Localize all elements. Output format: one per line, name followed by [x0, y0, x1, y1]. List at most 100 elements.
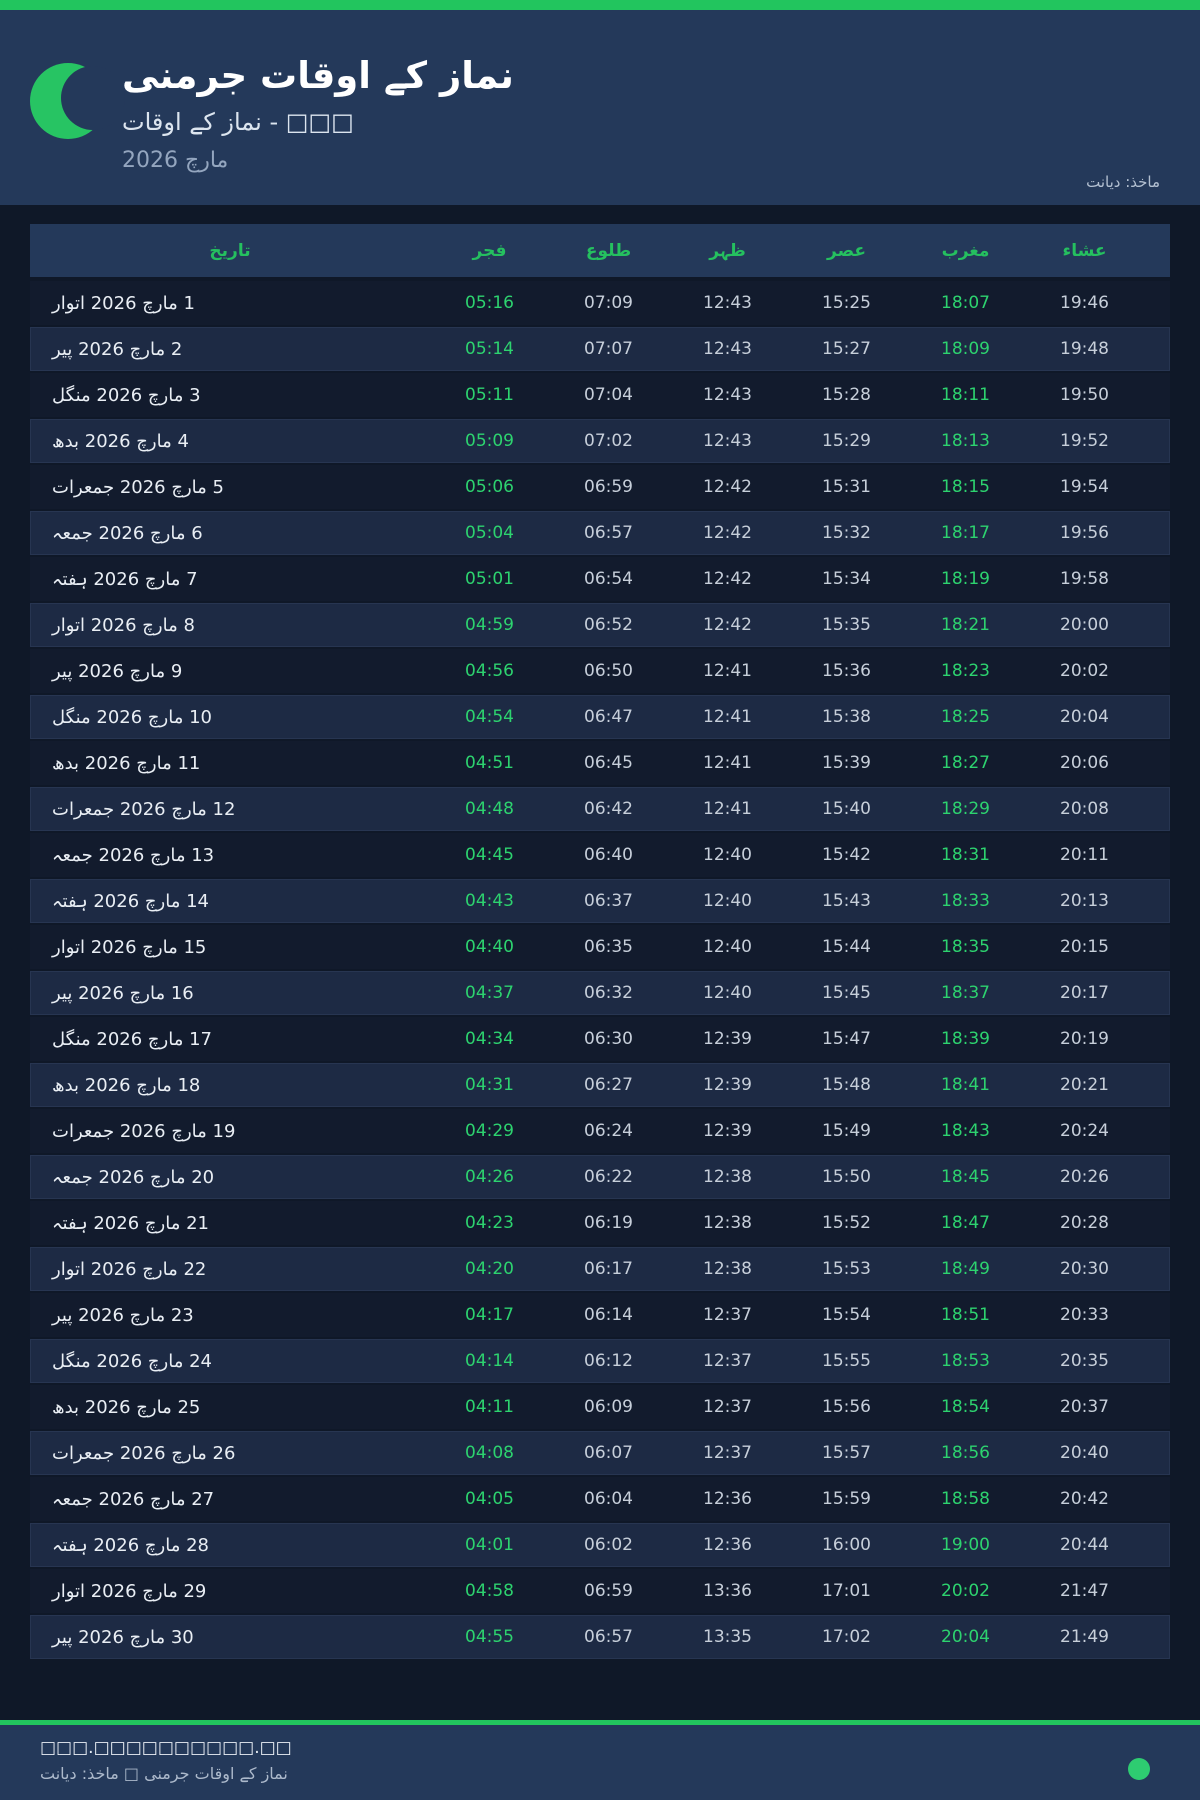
time-cell-sunrise: 06:47 [584, 707, 633, 727]
time-cell-asr: 15:53 [822, 1259, 871, 1279]
time-cell-isha: 19:58 [1060, 569, 1109, 589]
time-cell-maghrib: 18:27 [941, 753, 990, 773]
time-cell-maghrib: 18:54 [941, 1397, 990, 1417]
date-cell: 17 مارچ 2026 منگل [52, 1028, 212, 1050]
time-cell-sunrise: 06:19 [584, 1213, 633, 1233]
time-cell-sunrise: 06:50 [584, 661, 633, 681]
time-cell-maghrib: 18:41 [941, 1075, 990, 1095]
time-cell-fajr: 04:48 [465, 799, 514, 819]
time-cell-asr: 15:28 [822, 385, 871, 405]
time-cell-maghrib: 18:37 [941, 983, 990, 1003]
time-cell-maghrib: 18:43 [941, 1121, 990, 1141]
time-cell-maghrib: 18:29 [941, 799, 990, 819]
table-row: 23 مارچ 2026 پیر 04:17 06:14 12:37 15:54 18:5… [30, 1293, 1170, 1337]
time-cell-sunrise: 06:17 [584, 1259, 633, 1279]
page-footer: □□□.□□□□□□□□□□.□□ نماز کے اوقات جرمنی □ … [0, 1720, 1200, 1800]
time-cell-zuhr: 12:41 [703, 799, 752, 819]
time-cell-sunrise: 06:04 [584, 1489, 633, 1509]
time-cell-isha: 19:48 [1060, 339, 1109, 359]
time-cell-zuhr: 12:36 [703, 1535, 752, 1555]
time-cell-isha: 20:42 [1060, 1489, 1109, 1509]
table-row: 9 مارچ 2026 پیر 04:56 06:50 12:41 15:36 18:23… [30, 649, 1170, 693]
table-row: 4 مارچ 2026 بدھ 05:09 07:02 12:43 15:29 18:13… [30, 419, 1170, 463]
time-cell-asr: 16:00 [822, 1535, 871, 1555]
time-cell-zuhr: 13:36 [703, 1581, 752, 1601]
time-cell-zuhr: 12:37 [703, 1305, 752, 1325]
time-cell-fajr: 04:29 [465, 1121, 514, 1141]
column-header-asr: عصر [827, 240, 866, 261]
time-cell-zuhr: 12:40 [703, 891, 752, 911]
time-cell-maghrib: 20:04 [941, 1627, 990, 1647]
table-row: 20 مارچ 2026 جمعہ 04:26 06:22 12:38 15:50 18:… [30, 1155, 1170, 1199]
time-cell-fajr: 05:04 [465, 523, 514, 543]
table-row: 15 مارچ 2026 اتوار 04:40 06:35 12:40 15:44 18… [30, 925, 1170, 969]
time-cell-zuhr: 12:43 [703, 431, 752, 451]
date-cell: 6 مارچ 2026 جمعہ [52, 522, 203, 544]
time-cell-asr: 17:01 [822, 1581, 871, 1601]
time-cell-zuhr: 12:38 [703, 1213, 752, 1233]
time-cell-zuhr: 12:40 [703, 937, 752, 957]
column-header-fajr: فجر [472, 240, 507, 261]
time-cell-zuhr: 12:39 [703, 1029, 752, 1049]
time-cell-maghrib: 18:39 [941, 1029, 990, 1049]
time-cell-sunrise: 06:40 [584, 845, 633, 865]
time-cell-asr: 15:32 [822, 523, 871, 543]
time-cell-fajr: 04:59 [465, 615, 514, 635]
time-cell-sunrise: 06:02 [584, 1535, 633, 1555]
time-cell-zuhr: 12:42 [703, 615, 752, 635]
date-cell: 10 مارچ 2026 منگل [52, 706, 212, 728]
time-cell-asr: 15:45 [822, 983, 871, 1003]
source-label: ماخذ: دیانت [1086, 173, 1160, 191]
time-cell-maghrib: 18:33 [941, 891, 990, 911]
time-cell-asr: 15:35 [822, 615, 871, 635]
header-text-block: نماز کے اوقات جرمنی □□□ - نماز کے اوقات … [122, 54, 514, 173]
time-cell-sunrise: 06:59 [584, 1581, 633, 1601]
time-cell-maghrib: 18:31 [941, 845, 990, 865]
date-cell: 2 مارچ 2026 پیر [52, 338, 183, 360]
time-cell-sunrise: 06:30 [584, 1029, 633, 1049]
time-cell-maghrib: 18:58 [941, 1489, 990, 1509]
table-row: 26 مارچ 2026 جمعرات 04:08 06:07 12:37 15:57 1… [30, 1431, 1170, 1475]
time-cell-asr: 15:39 [822, 753, 871, 773]
time-cell-sunrise: 07:04 [584, 385, 633, 405]
time-cell-sunrise: 06:37 [584, 891, 633, 911]
time-cell-zuhr: 12:42 [703, 569, 752, 589]
time-cell-fajr: 04:11 [465, 1397, 514, 1417]
time-cell-fajr: 04:01 [465, 1535, 514, 1555]
green-dot-icon [1128, 1758, 1150, 1780]
time-cell-sunrise: 06:35 [584, 937, 633, 957]
date-cell: 22 مارچ 2026 اتوار [52, 1258, 207, 1280]
time-cell-sunrise: 07:02 [584, 431, 633, 451]
footer-caption: نماز کے اوقات جرمنی □ ماخذ: دیانت [40, 1764, 288, 1783]
column-header-zuhr: ظہر [709, 241, 746, 261]
time-cell-asr: 15:25 [822, 293, 871, 313]
time-cell-sunrise: 06:57 [584, 1627, 633, 1647]
table-row: 19 مارچ 2026 جمعرات 04:29 06:24 12:39 15:49 1… [30, 1109, 1170, 1153]
column-header-sunrise: طلوع [585, 240, 632, 261]
time-cell-asr: 15:54 [822, 1305, 871, 1325]
time-cell-asr: 15:36 [822, 661, 871, 681]
time-cell-maghrib: 18:56 [941, 1443, 990, 1463]
time-cell-sunrise: 06:12 [584, 1351, 633, 1371]
time-cell-zuhr: 12:40 [703, 845, 752, 865]
time-cell-asr: 15:57 [822, 1443, 871, 1463]
top-accent-bar [0, 0, 1200, 10]
date-cell: 28 مارچ 2026 ہفتہ [52, 1534, 209, 1556]
time-cell-isha: 20:21 [1060, 1075, 1109, 1095]
time-cell-zuhr: 12:41 [703, 707, 752, 727]
time-cell-isha: 20:11 [1060, 845, 1109, 865]
time-cell-fajr: 04:54 [465, 707, 514, 727]
table-header-row: تاریخ فجر طلوع ظہر عصر مغرب عشاء [30, 224, 1170, 277]
time-cell-asr: 15:27 [822, 339, 871, 359]
time-cell-maghrib: 18:17 [941, 523, 990, 543]
table-body: 1 مارچ 2026 اتوار 05:16 07:09 12:43 15:25 18:… [30, 281, 1170, 1659]
column-header-maghrib: مغرب [941, 240, 990, 261]
time-cell-isha: 20:33 [1060, 1305, 1109, 1325]
time-cell-isha: 20:08 [1060, 799, 1109, 819]
column-header-date: تاریخ [209, 240, 251, 261]
time-cell-maghrib: 18:19 [941, 569, 990, 589]
date-cell: 23 مارچ 2026 پیر [52, 1304, 194, 1326]
time-cell-zuhr: 12:37 [703, 1443, 752, 1463]
time-cell-fajr: 04:31 [465, 1075, 514, 1095]
time-cell-fajr: 05:11 [465, 385, 514, 405]
